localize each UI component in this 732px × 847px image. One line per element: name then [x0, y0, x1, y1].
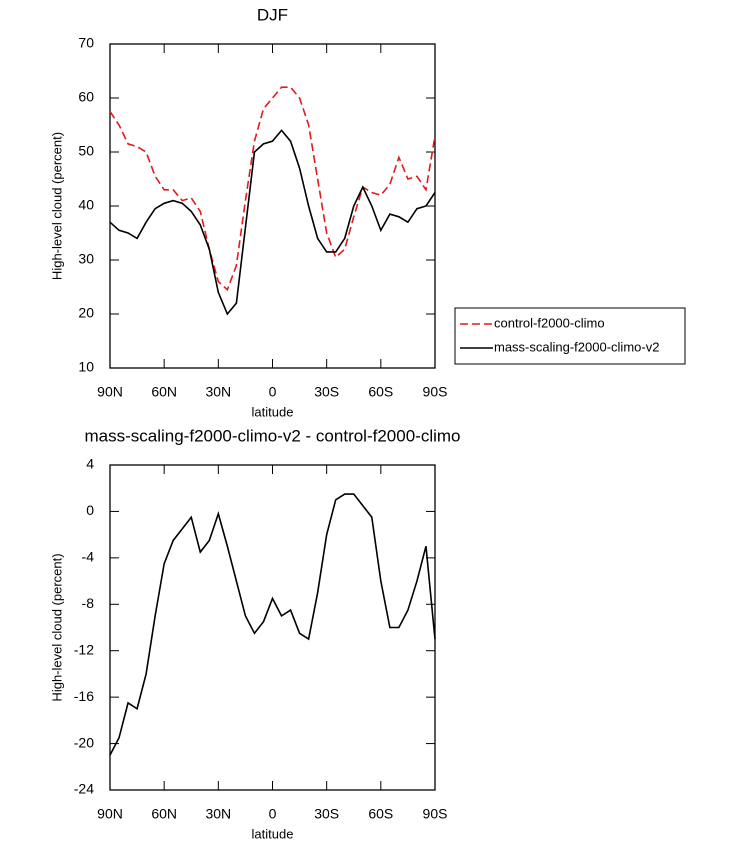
y-tick-label: 70: [78, 35, 94, 51]
y-tick-label: 60: [78, 89, 94, 105]
y-tick-label: 20: [78, 305, 94, 321]
y-tick-label: -16: [74, 688, 94, 704]
y-tick-label: -8: [82, 595, 95, 611]
y-tick-label: 0: [86, 502, 94, 518]
x-tick-label: 90S: [423, 806, 448, 822]
legend-box: [454, 307, 686, 365]
series-line: [109, 129, 436, 316]
x-tick-label: 60S: [368, 384, 393, 400]
x-axis-label: latitude: [252, 826, 294, 841]
y-tick-label: -12: [74, 641, 94, 657]
y-tick-label: 10: [78, 359, 94, 375]
y-tick-label: -4: [82, 549, 95, 565]
series-line: [109, 86, 436, 292]
y-tick-label: -24: [74, 781, 94, 797]
series-line: [109, 493, 436, 756]
chart-title: mass-scaling-f2000-climo-v2 - control-f2…: [84, 426, 460, 445]
x-tick-label: 30N: [205, 384, 231, 400]
x-tick-label: 30S: [314, 384, 339, 400]
y-tick-label: 30: [78, 251, 94, 267]
x-tick-label: 90S: [423, 384, 448, 400]
x-tick-label: 30S: [314, 806, 339, 822]
y-axis-label: High-level cloud (percent): [49, 553, 64, 701]
legend-label: control-f2000-climo: [494, 315, 605, 330]
plot-frame: [109, 464, 436, 791]
chart-title: DJF: [257, 5, 288, 24]
x-tick-label: 0: [269, 806, 277, 822]
x-axis-label: latitude: [252, 404, 294, 419]
y-axis-label: High-level cloud (percent): [49, 132, 64, 280]
x-tick-label: 0: [269, 384, 277, 400]
x-tick-label: 60S: [368, 806, 393, 822]
x-tick-label: 60N: [151, 806, 177, 822]
x-tick-label: 90N: [97, 384, 123, 400]
x-tick-label: 90N: [97, 806, 123, 822]
x-tick-label: 30N: [205, 806, 231, 822]
x-tick-label: 60N: [151, 384, 177, 400]
legend-label: mass-scaling-f2000-climo-v2: [494, 339, 659, 354]
y-tick-label: 4: [86, 456, 94, 472]
y-tick-label: 50: [78, 143, 94, 159]
y-tick-label: -20: [74, 734, 94, 750]
y-tick-label: 40: [78, 197, 94, 213]
